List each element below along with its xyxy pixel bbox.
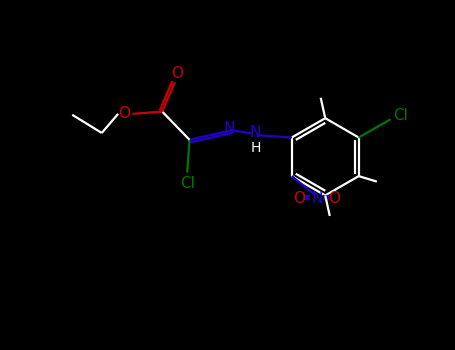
Text: N: N	[223, 121, 235, 136]
Text: Cl: Cl	[180, 176, 195, 191]
Text: Cl: Cl	[393, 108, 408, 123]
Text: O: O	[293, 191, 305, 206]
Text: N: N	[311, 191, 323, 206]
Text: O: O	[118, 106, 131, 121]
Text: O: O	[171, 66, 183, 81]
Text: O: O	[328, 191, 340, 206]
Text: H: H	[250, 141, 261, 155]
Text: N: N	[250, 125, 261, 140]
